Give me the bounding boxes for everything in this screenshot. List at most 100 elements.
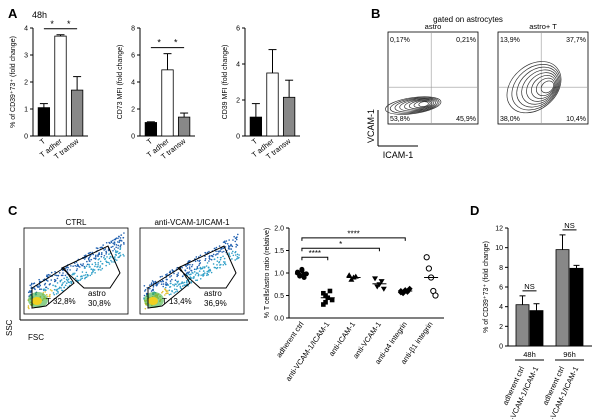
flow-dot: [117, 237, 119, 240]
flow-dot: [197, 272, 199, 274]
quadrant-ul: 13,9%: [500, 37, 520, 44]
flow-dot: [231, 250, 234, 253]
flow-dot: [144, 289, 147, 291]
fsc-label: FSC: [28, 333, 44, 342]
flow-dot: [222, 250, 225, 253]
flow-dot: [83, 274, 85, 277]
flow-dot: [100, 252, 103, 254]
flow-dot: [119, 245, 122, 247]
flow-dot: [228, 252, 230, 254]
flow-dot: [210, 271, 213, 274]
flow-dot: [69, 280, 72, 283]
y-tick-label: 4: [24, 26, 28, 33]
flow-dot: [49, 288, 52, 291]
flow-dot: [188, 273, 190, 276]
flow-dot: [38, 288, 41, 291]
flow-dot: [223, 241, 226, 244]
flow-dot: [100, 255, 103, 258]
bar: [569, 267, 584, 347]
bar: [161, 69, 174, 137]
sig-mark: *: [174, 38, 178, 48]
flow-dot: [114, 249, 117, 252]
contour-line: [516, 66, 560, 108]
flow-dot: [212, 263, 215, 265]
flow-dot: [92, 268, 95, 271]
flow-dot: [63, 286, 65, 289]
flow-dot: [238, 254, 240, 256]
astro-label: astro: [204, 289, 222, 298]
flow-dot: [111, 261, 113, 263]
flow-dot: [29, 284, 32, 287]
flow-dot: [165, 292, 167, 295]
flow-dot: [162, 290, 164, 293]
flow-dot: [89, 260, 91, 262]
flow-dot: [172, 283, 174, 286]
flow-dot: [107, 261, 110, 264]
contour-line: [389, 97, 440, 114]
flow-dot: [51, 289, 53, 292]
flow-dot: [185, 280, 188, 282]
flow-dot: [234, 240, 237, 243]
flow-dot: [164, 288, 167, 291]
data-point: [406, 285, 413, 292]
flow-dot: [208, 260, 210, 262]
flow-dot: [91, 271, 93, 274]
flow-dot: [150, 282, 153, 284]
flow-dot: [87, 252, 90, 255]
flow-dot: [105, 260, 107, 263]
flow-dot: [174, 291, 177, 293]
quadrant-ur: 0,21%: [456, 37, 476, 44]
flow-dot: [97, 264, 99, 266]
bar: [177, 116, 191, 137]
flow-dot: [204, 266, 206, 268]
y-tick-label: 8: [499, 265, 503, 272]
flow-dot: [99, 265, 102, 267]
flow-dot: [173, 292, 176, 294]
flow-title: CTRL: [66, 218, 87, 227]
group-label: 96h: [563, 350, 576, 359]
flow-dot: [105, 264, 107, 267]
flow-dot: [115, 254, 117, 256]
astro-pct: 30,8%: [88, 299, 111, 308]
flow-dot: [120, 234, 123, 236]
contour-line: [399, 98, 436, 112]
flow-dot: [171, 289, 173, 292]
y-tick-label: 2: [499, 324, 503, 331]
flow-dot: [229, 255, 231, 258]
flow-dot: [57, 290, 59, 293]
sig-mark: NS: [564, 221, 574, 230]
flow-dot: [153, 281, 155, 283]
flow-dot: [27, 291, 30, 294]
flow-dot: [230, 248, 233, 250]
flow-dot: [53, 293, 56, 296]
flow-dot: [117, 256, 120, 259]
flow-dot: [216, 266, 219, 269]
flow-dot: [232, 254, 235, 257]
flow-dot: [99, 246, 102, 249]
flow-dot: [151, 289, 154, 291]
flow-dot: [123, 243, 125, 245]
flow-dot: [143, 294, 146, 297]
flow-dot: [179, 285, 182, 288]
flow-dot: [98, 268, 100, 271]
time-label: 48h: [32, 10, 47, 20]
flow-dot: [110, 246, 113, 249]
plot-title: astro+ T: [529, 22, 557, 31]
flow-dot: [223, 257, 226, 260]
flow-dot: [196, 267, 198, 269]
data-point: [295, 269, 301, 275]
flow-dot: [179, 286, 182, 289]
flow-dot: [65, 282, 68, 285]
flow-dot: [207, 266, 210, 269]
flow-dot: [216, 260, 219, 262]
flow-dot: [225, 240, 228, 242]
flow-dot: [89, 274, 92, 277]
flow-dot: [72, 265, 74, 267]
flow-dot: [119, 248, 121, 251]
flow-dot: [34, 288, 36, 291]
flow-dot: [58, 287, 60, 290]
flow-dot: [187, 263, 190, 266]
